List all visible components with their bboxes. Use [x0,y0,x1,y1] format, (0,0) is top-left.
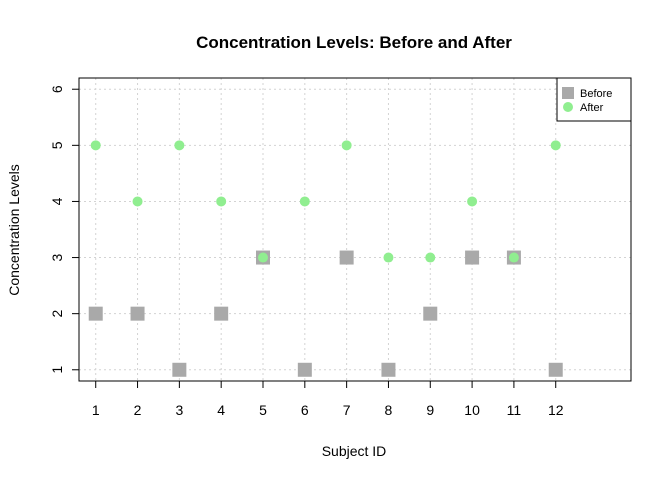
x-tick-label: 4 [217,402,225,418]
y-axis: 1 2 3 4 5 6 [49,85,79,374]
x-tick-label: 7 [343,402,351,418]
before-point [172,362,187,377]
before-point [381,362,396,377]
legend: Before After [556,77,632,122]
before-point [339,250,354,265]
x-tick-label: 10 [464,402,480,418]
after-point [132,196,143,207]
y-tick-label: 6 [49,85,65,93]
after-point [174,140,185,151]
before-point [297,362,312,377]
x-tick-label: 9 [426,402,434,418]
data-points [88,140,563,377]
before-point [548,362,563,377]
y-tick-label: 5 [49,141,65,149]
before-point [214,306,229,321]
y-tick-label: 3 [49,253,65,261]
y-tick-label: 4 [49,197,65,205]
after-point [299,196,310,207]
after-point [508,252,519,263]
y-tick-label: 2 [49,310,65,318]
after-point [425,252,436,263]
x-axis: 1 2 3 4 5 6 7 8 9 10 11 12 [92,381,564,418]
x-tick-label: 1 [92,402,100,418]
grid-lines [79,78,631,381]
before-point [88,306,103,321]
after-point [90,140,101,151]
legend-box [556,77,632,122]
after-point [216,196,227,207]
x-tick-label: 3 [175,402,183,418]
after-point [258,252,268,263]
before-point [465,250,480,265]
before-point [423,306,438,321]
x-axis-label: Subject ID [322,443,387,459]
x-tick-label: 11 [507,402,522,418]
chart-title: Concentration Levels: Before and After [196,33,512,52]
y-tick-label: 1 [49,366,65,374]
legend-after-swatch [563,102,573,112]
after-point [383,252,394,263]
x-tick-label: 12 [548,402,564,418]
legend-label: Before [580,88,612,100]
x-tick-label: 5 [259,402,267,418]
after-point [467,196,478,207]
after-point [550,140,561,151]
after-point [341,140,352,151]
plot-frame [78,77,632,382]
x-tick-label: 2 [134,402,142,418]
x-tick-label: 6 [301,402,309,418]
legend-before-swatch [562,87,574,99]
y-axis-label: Concentration Levels [6,164,22,296]
x-tick-label: 8 [385,402,393,418]
before-point [130,306,145,321]
legend-label: After [580,102,604,114]
